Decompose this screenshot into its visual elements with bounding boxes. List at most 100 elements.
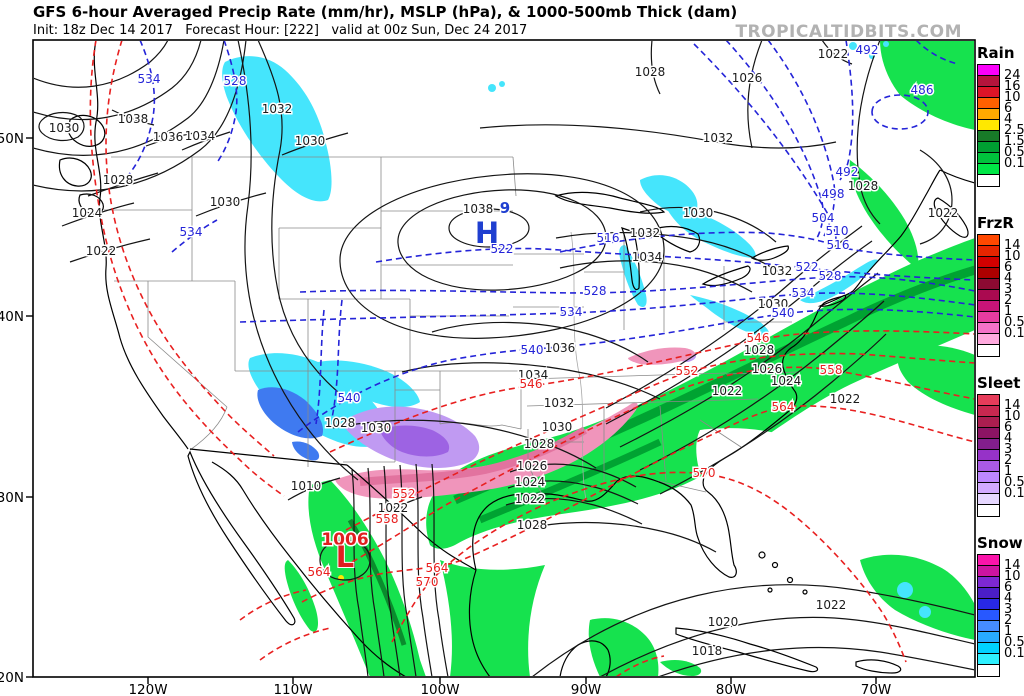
contour-label: 1022 [86,244,117,258]
contour-label: 504 [812,211,835,225]
contour-label: 540 [338,391,361,405]
contour-label: 534 [180,225,203,239]
contour-label: 1028 [744,343,775,357]
legend-threshold-label: 0.1 [1004,156,1024,171]
legend-title: FrzR [977,214,1014,232]
contour-label: 1030 [683,206,714,220]
lon-tick-label: 90W [571,682,602,696]
contour-label: 1022 [712,384,743,398]
legend-threshold-label: 4 [1004,431,1013,446]
legend-color-segment [978,131,999,142]
legend-color-segment [978,312,999,323]
page-subtitle: Init: 18z Dec 14 2017 Forecast Hour: [22… [33,23,528,38]
legend-threshold-label: 3 [1004,442,1013,457]
legend-threshold-label: 16 [1004,79,1021,94]
contour-label: 1032 [630,226,661,240]
lat-tick-label: 50N [0,131,24,147]
legend-threshold-label: 0.5 [1004,315,1024,330]
thickness-contours-red [89,41,974,676]
contour-label: 1028 [848,179,879,193]
contour-label: 1022 [928,206,959,220]
legend-threshold-label: 1 [1004,624,1013,639]
contour-label: 528 [584,284,607,298]
legend-color-segment [978,588,999,599]
legend-threshold-label: 2 [1004,293,1013,308]
contour-label: 1026 [517,459,548,473]
legend-color-segment [978,164,999,175]
legend-color-segment [978,439,999,450]
legend-threshold-label: 3 [1004,282,1013,297]
legend-color-segment [978,505,999,516]
legend-threshold-label: 0.1 [1004,486,1024,501]
legend-color-segment [978,555,999,566]
legend-color-segment [978,461,999,472]
contour-label: 1038 [118,112,149,126]
legend-threshold-label: 3 [1004,602,1013,617]
contour-label: 1006 [321,530,368,550]
legend-threshold-label: 0.5 [1004,475,1024,490]
contour-label: 486 [911,83,934,97]
legend-color-segment [978,268,999,279]
lat-tick-label: 30N [0,490,24,506]
contour-label: 522 [491,242,514,256]
contour-label: 1022 [830,392,861,406]
contour-label: 1028 [524,437,555,451]
contour-label: 1032 [703,131,734,145]
contour-label: 552 [676,364,699,378]
contour-label: 546 [520,377,543,391]
legend-color-segment [978,494,999,505]
legend-threshold-label: 14 [1004,558,1021,573]
contour-label: 516 [827,238,850,252]
contour-label: 540 [772,306,795,320]
contour-label: 1022 [818,47,849,61]
legend-threshold-label: 10 [1004,409,1021,424]
legend-title: Sleet [977,374,1021,392]
contour-label: 1024 [515,475,546,489]
legend-threshold-label: 6 [1004,101,1013,116]
map-frame [32,39,976,678]
contour-label: 534 [560,305,583,319]
contour-label: 510 [826,224,849,238]
contour-label: 1020 [708,615,739,629]
contour-label: 1028 [635,65,666,79]
contour-label: 528 [224,74,247,88]
legend-color-segment [978,395,999,406]
contour-label: 492 [836,165,859,179]
legend-color-segment [978,577,999,588]
contour-label: 1018 [692,644,723,658]
axis-labels: 50N 40N 30N 20N 120W 110W 100W 90W 80W 70W [0,131,891,696]
contour-label: 1028 [517,518,548,532]
legend-color-segment [978,483,999,494]
legend-color-segment [978,175,999,186]
contour-label: 1026 [732,71,763,85]
legend-threshold-label: 10 [1004,249,1021,264]
legend-color-segment [978,599,999,610]
contour-label: 570 [416,575,439,589]
contour-label: 1022 [515,492,546,506]
lat-tick-label: 40N [0,309,24,325]
contour-label: 1038 [463,202,494,216]
legend-color-segment [978,665,999,676]
contour-label: 498 [822,187,845,201]
legend-colorbar [977,234,1000,357]
legend-color-segment [978,246,999,257]
legend-color-segment [978,290,999,301]
contour-label: 570 [693,466,716,480]
lon-tick-label: 100W [420,682,459,696]
legend-threshold-label: 24 [1004,68,1021,83]
legend-colorbar [977,64,1000,187]
contour-label: 1034 [632,250,663,264]
legend-threshold-label: 4 [1004,271,1013,286]
contour-label: 1026 [752,362,783,376]
legend-color-segment [978,323,999,334]
contour-label: 1030 [361,421,392,435]
legend-colorbar [977,554,1000,677]
contour-label: 1030 [542,420,573,434]
pressure-center-H: H [475,216,499,250]
contour-label: 558 [376,512,399,526]
page-title: GFS 6-hour Averaged Precip Rate (mm/hr),… [33,3,738,21]
legend-threshold-label: 4 [1004,591,1013,606]
legend-color-segment [978,643,999,654]
legend-color-segment [978,406,999,417]
